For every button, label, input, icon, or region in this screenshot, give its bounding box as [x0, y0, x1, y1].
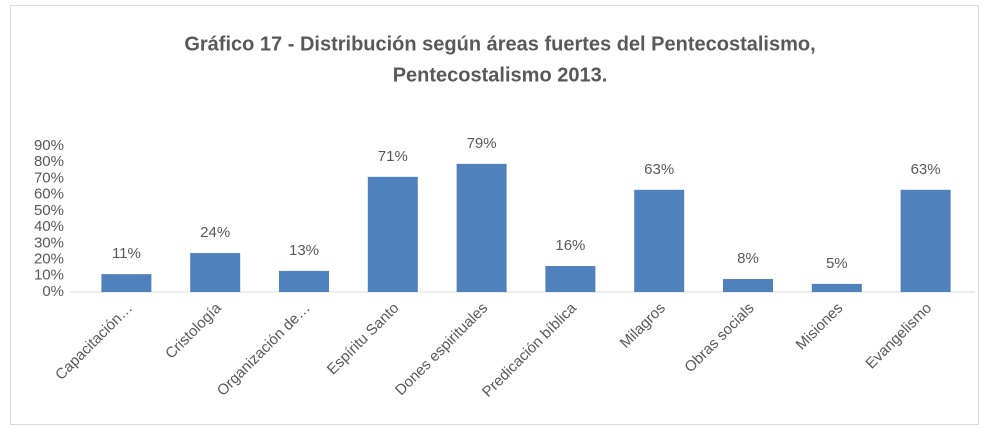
y-tick-label: 90% [34, 137, 64, 154]
y-tick-label: 10% [34, 267, 64, 284]
data-label: 8% [737, 250, 759, 267]
bar [900, 189, 951, 292]
x-tick-label: Predicación bíblica [479, 299, 581, 401]
data-label: 63% [644, 161, 674, 178]
data-label: 24% [200, 224, 230, 241]
y-tick-label: 0% [42, 283, 64, 300]
bar [190, 253, 241, 292]
data-label: 5% [826, 255, 848, 272]
data-label: 71% [378, 148, 408, 165]
data-label: 13% [289, 242, 319, 259]
bar [456, 163, 507, 292]
data-label: 11% [112, 245, 141, 262]
x-tick-label: Espíritu Santo [324, 300, 403, 379]
y-tick-label: 50% [34, 202, 64, 219]
y-tick-label: 80% [34, 153, 64, 170]
bar [101, 274, 152, 292]
bar [723, 279, 773, 292]
x-tick-label: Evangelismo [862, 300, 935, 373]
y-tick-label: 70% [34, 169, 64, 186]
x-tick-label: Misiones [793, 300, 847, 354]
x-tick-label: Cristología [162, 299, 225, 362]
y-tick-label: 30% [34, 234, 64, 251]
y-tick-label: 20% [34, 251, 64, 268]
data-label: 16% [555, 237, 585, 254]
data-label: 79% [467, 135, 497, 152]
x-tick-label: Milagros [617, 300, 669, 352]
x-tick-label: Capacitación… [52, 300, 136, 384]
x-tick-label: Dones espirituales [392, 300, 491, 399]
chart-border [10, 5, 979, 425]
chart-title: Pentecostalismo 2013. [393, 64, 608, 86]
y-tick-label: 60% [34, 186, 64, 203]
bar [279, 270, 329, 292]
y-tick-label: 40% [34, 218, 64, 235]
x-tick-label: Organización de… [214, 300, 314, 400]
chart-title: Gráfico 17 - Distribución según áreas fu… [184, 33, 815, 55]
bar [367, 176, 418, 292]
data-label: 63% [911, 161, 941, 178]
bar [811, 283, 862, 292]
bar [545, 266, 596, 292]
bar [634, 189, 685, 292]
x-tick-label: Obras socials [681, 300, 757, 376]
